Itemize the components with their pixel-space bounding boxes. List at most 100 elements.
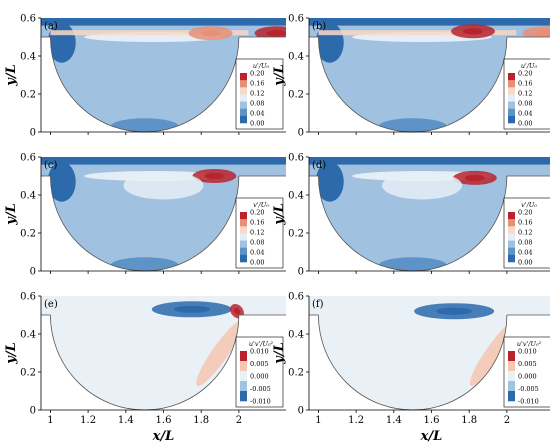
legend-swatch: [508, 361, 515, 372]
legend-tick-label: 0.12: [518, 90, 532, 98]
contour-field: [309, 296, 550, 410]
panel-d: 0 0.2 0.4 0.6 y/L (d) v'/U₀0.20 0.16 0.12 0.08 0.0…: [272, 153, 550, 278]
legend-swatch: [240, 226, 247, 234]
legend-title: u'/U₀: [521, 62, 538, 70]
legend-tick-label: 0.20: [518, 209, 532, 217]
y-tick-label: 0.2: [20, 90, 36, 101]
panel-a: 0 0.2 0.4 0.6 y/L (a) u'/U₀0.20 0.16 0.12 0.08 0.0…: [4, 14, 286, 139]
legend-swatch: [508, 80, 515, 88]
y-tick-label: 0.2: [288, 229, 304, 240]
y-tick-label: 0: [298, 406, 304, 417]
contour-core: [200, 30, 221, 37]
y-tick-label: 0: [298, 267, 304, 278]
x-axis-label: x/L: [420, 429, 443, 443]
legend-swatch: [508, 247, 515, 256]
legend-swatch: [240, 219, 247, 227]
legend: v'/U₀0.20 0.16 0.12 0.08 0.04 0.00: [235, 197, 284, 269]
legend: v'/U₀0.20 0.16 0.12 0.08 0.04 0.00: [503, 197, 550, 269]
legend-tick-label: 0.16: [250, 219, 264, 227]
trailing-wall-region: [510, 37, 550, 49]
y-tick-label: 0.6: [20, 14, 36, 25]
corner-region: [47, 161, 76, 202]
x-tick-label: 1.4: [118, 415, 134, 426]
legend-tick-label: 0.20: [250, 209, 264, 217]
freestream-band: [309, 157, 550, 165]
corner-region: [315, 161, 344, 202]
panel-tag: (a): [44, 21, 58, 32]
cavity-core-region: [100, 51, 197, 99]
legend-tick-label: 0.04: [250, 110, 264, 118]
legend-tick-label: -0.010: [518, 398, 539, 406]
y-tick-label: 0: [30, 267, 36, 278]
x-tick-label: 2: [504, 415, 510, 426]
legend-tick-label: 0.00: [250, 120, 264, 128]
field-background: [309, 296, 550, 410]
panel-f: 0 0.2 0.4 0.6 1 1.2 1.4 1.6 1.8 2 x/L y/L (f) u'v'/U₀…: [272, 292, 550, 443]
x-axis-label: x/L: [152, 429, 175, 443]
cavity-core-region: [368, 190, 465, 238]
legend-swatch: [508, 115, 515, 124]
legend-swatch: [240, 115, 247, 124]
trailing-wall-region: [510, 176, 550, 188]
legend-title: u'v'/U₀²: [517, 340, 542, 348]
legend-tick-label: -0.005: [518, 385, 539, 393]
y-tick-label: 0.4: [20, 330, 36, 341]
legend-tick-label: 0.20: [250, 70, 264, 78]
contour-positive-band: [196, 319, 244, 387]
contour-core: [204, 172, 225, 180]
y-tick-label: 0.4: [288, 330, 304, 341]
contour-core: [463, 28, 483, 35]
legend-swatch: [240, 391, 247, 402]
legend-tick-label: 0.12: [518, 229, 532, 237]
contour-core: [266, 30, 286, 37]
legend-swatch: [240, 381, 247, 392]
legend-title: u'/U₀: [253, 62, 270, 70]
legend-swatch: [240, 361, 247, 372]
freestream-band: [309, 18, 550, 26]
x-tick-label: 1.8: [461, 415, 477, 426]
legend-tick-label: 0.00: [250, 259, 264, 267]
legend-title: v'/U₀: [521, 201, 537, 209]
y-tick-label: 0.6: [20, 292, 36, 303]
legend-swatch: [240, 247, 247, 256]
legend-swatch: [240, 212, 247, 220]
y-tick-label: 0.2: [288, 90, 304, 101]
legend-tick-label: 0.08: [518, 239, 532, 247]
y-axis-label: y/L: [272, 342, 287, 364]
legend-tick-label: -0.010: [250, 398, 271, 406]
legend-swatch: [240, 233, 247, 241]
legend-swatch: [240, 254, 247, 263]
x-tick-label: 1.4: [386, 415, 402, 426]
y-tick-label: 0: [30, 128, 36, 139]
y-tick-label: 0.4: [288, 191, 304, 202]
legend-swatch: [508, 351, 515, 362]
legend-swatch: [508, 240, 515, 249]
y-tick-label: 0.4: [288, 52, 304, 63]
legend: u'/U₀0.20 0.16 0.12 0.08 0.04 0.00: [235, 58, 284, 130]
legend-tick-label: 0.16: [518, 219, 532, 227]
y-tick-label: 0.2: [20, 229, 36, 240]
legend-swatch: [508, 108, 515, 117]
y-tick-label: 0: [30, 406, 36, 417]
legend-tick-label: 0.16: [250, 80, 264, 88]
x-tick-label: 1.6: [424, 415, 440, 426]
contour-core: [436, 307, 473, 315]
legend: u'/U₀0.20 0.16 0.12 0.08 0.04 0.00: [503, 58, 550, 130]
legend-swatch: [240, 108, 247, 117]
legend-swatch: [240, 87, 247, 95]
legend-tick-label: 0.08: [250, 100, 264, 108]
x-tick-label: 1.8: [193, 415, 209, 426]
legend-tick-label: 0.12: [250, 90, 264, 98]
contour-field: [309, 18, 550, 132]
legend-swatch: [508, 212, 515, 220]
legend-swatch: [240, 73, 247, 81]
y-axis-label: y/L: [272, 203, 287, 225]
y-tick-label: 0: [298, 128, 304, 139]
legend-swatch: [508, 87, 515, 95]
legend-swatch: [508, 94, 515, 102]
x-tick-label: 1: [47, 415, 53, 426]
y-tick-label: 0.6: [288, 153, 304, 164]
legend-swatch: [240, 371, 247, 382]
legend-tick-label: 0.16: [518, 80, 532, 88]
